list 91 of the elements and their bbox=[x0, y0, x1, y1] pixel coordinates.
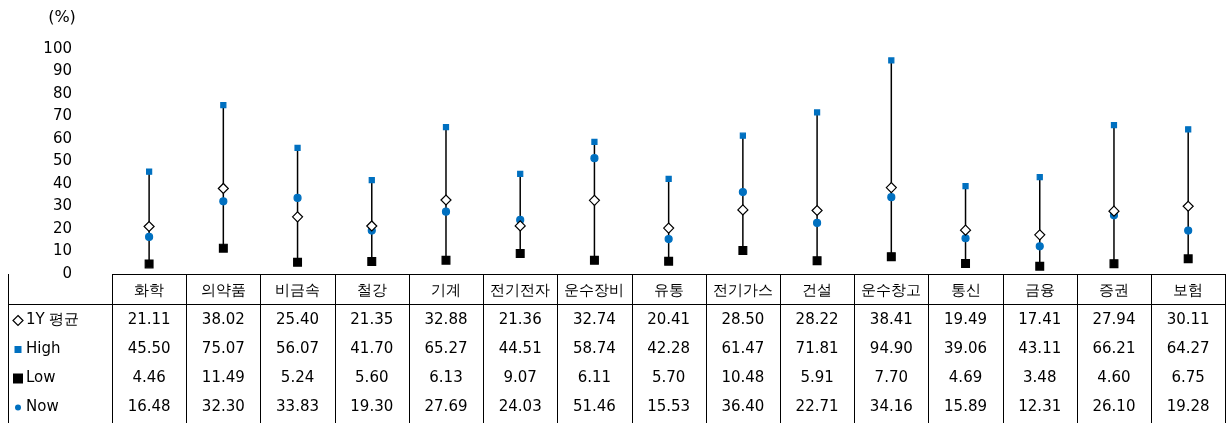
x-tick-label: 보험 bbox=[1173, 280, 1204, 299]
x-tick-label: 건설 bbox=[802, 280, 833, 299]
data-label: 56.07 bbox=[276, 339, 320, 358]
data-label: 27.94 bbox=[1092, 310, 1136, 329]
x-tick-label: 운수장비 bbox=[564, 280, 625, 299]
data-label: 15.53 bbox=[647, 397, 691, 416]
data-label: 44.51 bbox=[498, 339, 542, 358]
data-label: 66.21 bbox=[1092, 339, 1136, 358]
data-label: 19.30 bbox=[350, 397, 394, 416]
data-label: 28.22 bbox=[795, 310, 839, 329]
x-tick-label: 운수창고 bbox=[861, 280, 922, 299]
y-tick-label: 100 bbox=[43, 38, 72, 57]
data-label: 28.50 bbox=[721, 310, 765, 329]
y-tick-label: 0 bbox=[62, 263, 72, 282]
data-label: 75.07 bbox=[201, 339, 245, 358]
data-label: 33.83 bbox=[276, 397, 320, 416]
data-label: 71.81 bbox=[795, 339, 839, 358]
x-tick-label: 화학 bbox=[134, 280, 165, 299]
x-tick-label: 통신 bbox=[950, 280, 981, 299]
y-tick-label: 20 bbox=[52, 218, 72, 237]
y-tick-label: 90 bbox=[52, 61, 72, 80]
data-label: 34.16 bbox=[869, 397, 913, 416]
data-label: 94.90 bbox=[869, 339, 913, 358]
data-label: 32.88 bbox=[424, 310, 468, 329]
data-label: 51.46 bbox=[572, 397, 616, 416]
legend-label: High bbox=[26, 339, 61, 358]
data-label: 4.46 bbox=[132, 368, 166, 387]
data-label: 9.07 bbox=[503, 368, 537, 387]
data-label: 65.27 bbox=[424, 339, 468, 358]
data-label: 36.40 bbox=[721, 397, 765, 416]
data-label: 6.75 bbox=[1171, 368, 1205, 387]
data-label: 15.89 bbox=[944, 397, 988, 416]
data-label: 20.41 bbox=[647, 310, 691, 329]
legend-label: 1Y 평균 bbox=[26, 310, 80, 329]
y-tick-label: 40 bbox=[52, 173, 72, 192]
data-label: 21.11 bbox=[127, 310, 171, 329]
x-tick-label: 의약품 bbox=[200, 280, 246, 299]
y-tick-label: 80 bbox=[52, 83, 72, 102]
data-label: 61.47 bbox=[721, 339, 765, 358]
data-label: 16.48 bbox=[127, 397, 171, 416]
data-label: 45.50 bbox=[127, 339, 171, 358]
data-label: 5.91 bbox=[800, 368, 834, 387]
data-label: 41.70 bbox=[350, 339, 394, 358]
data-label: 38.02 bbox=[201, 310, 245, 329]
data-label: 19.28 bbox=[1166, 397, 1210, 416]
data-label: 17.41 bbox=[1018, 310, 1062, 329]
data-label: 32.30 bbox=[201, 397, 245, 416]
data-label: 64.27 bbox=[1166, 339, 1210, 358]
x-tick-label: 증권 bbox=[1098, 280, 1129, 299]
data-label: 58.74 bbox=[572, 339, 616, 358]
data-label: 27.69 bbox=[424, 397, 468, 416]
y-tick-label: 10 bbox=[52, 241, 72, 260]
data-label: 30.11 bbox=[1166, 310, 1210, 329]
data-label: 42.28 bbox=[647, 339, 691, 358]
data-label: 5.60 bbox=[355, 368, 389, 387]
x-tick-label: 비금속 bbox=[275, 280, 321, 299]
data-label: 7.70 bbox=[874, 368, 909, 387]
legend-label: Low bbox=[26, 368, 56, 387]
y-tick-label: 30 bbox=[52, 196, 72, 215]
data-label: 10.48 bbox=[721, 368, 765, 387]
x-tick-label: 전기가스 bbox=[712, 280, 773, 299]
data-label: 26.10 bbox=[1092, 397, 1136, 416]
data-label: 38.41 bbox=[869, 310, 913, 329]
data-label: 5.70 bbox=[651, 368, 686, 387]
x-tick-label: 전기전자 bbox=[490, 280, 551, 299]
data-label: 22.71 bbox=[795, 397, 839, 416]
data-label: 24.03 bbox=[498, 397, 542, 416]
data-label: 39.06 bbox=[944, 339, 988, 358]
x-tick-label: 금융 bbox=[1024, 280, 1055, 299]
data-label: 5.24 bbox=[280, 368, 315, 387]
x-tick-label: 철강 bbox=[356, 280, 387, 299]
data-label: 21.35 bbox=[350, 310, 394, 329]
x-tick-label: 기계 bbox=[430, 280, 461, 299]
data-label: 25.40 bbox=[276, 310, 320, 329]
data-label: 43.11 bbox=[1018, 339, 1062, 358]
y-tick-label: 50 bbox=[52, 151, 72, 170]
x-tick-label: 유통 bbox=[653, 280, 684, 299]
legend-label: Now bbox=[26, 397, 59, 416]
data-label: 32.74 bbox=[572, 310, 616, 329]
data-label: 6.11 bbox=[577, 368, 612, 387]
y-tick-label: 60 bbox=[52, 128, 72, 147]
data-label: 21.36 bbox=[498, 310, 542, 329]
data-label: 19.49 bbox=[944, 310, 988, 329]
y-axis-title: (%) bbox=[48, 7, 76, 27]
y-tick-label: 70 bbox=[52, 106, 72, 125]
data-label: 3.48 bbox=[1023, 368, 1057, 387]
data-label: 12.31 bbox=[1018, 397, 1062, 416]
data-label: 4.60 bbox=[1097, 368, 1131, 387]
data-label: 6.13 bbox=[429, 368, 463, 387]
data-label: 11.49 bbox=[201, 368, 245, 387]
data-label: 4.69 bbox=[948, 368, 983, 387]
